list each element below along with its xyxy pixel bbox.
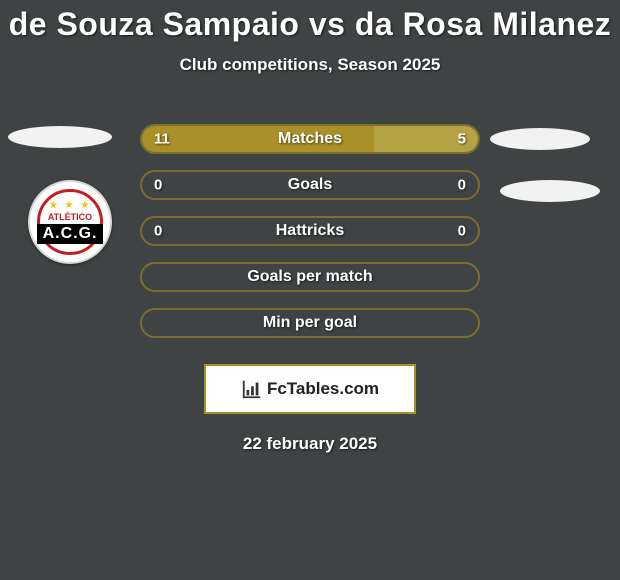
crest-stars: ★ ★ ★	[49, 200, 91, 211]
stats-table: Matches115Goals00Hattricks00Goals per ma…	[140, 124, 480, 354]
stat-value-left: 0	[154, 223, 162, 240]
stat-label: Matches	[142, 130, 478, 148]
logo-text: FcTables.com	[267, 379, 379, 399]
stat-value-left: 11	[154, 131, 170, 148]
stat-label: Goals	[142, 176, 478, 194]
chart-icon	[241, 378, 263, 400]
crest-band-text: A.C.G.	[37, 224, 104, 244]
club-crest: ★ ★ ★ATLÉTICO A.C.G.	[28, 180, 112, 264]
stat-label: Goals per match	[142, 268, 478, 286]
player-blob	[8, 126, 112, 148]
stat-label: Min per goal	[142, 314, 478, 332]
player-blob	[490, 128, 590, 150]
page-subtitle: Club competitions, Season 2025	[0, 55, 620, 75]
player-blob	[500, 180, 600, 202]
page-title: de Souza Sampaio vs da Rosa Milanez	[0, 0, 620, 43]
stat-row: Min per goal	[140, 308, 480, 338]
stat-row: Hattricks0 0	[140, 216, 480, 246]
logo-box: FcTables.com	[204, 364, 416, 414]
stat-value-right: 0	[458, 177, 466, 194]
stat-row: Goals0 0	[140, 170, 480, 200]
date-text: 22 february 2025	[0, 434, 620, 454]
stat-value-right: 5	[458, 131, 466, 148]
stat-value-left: 0	[154, 177, 162, 194]
stat-row: Matches11 5	[140, 124, 480, 154]
stat-value-right: 0	[458, 223, 466, 240]
stat-label: Hattricks	[142, 222, 478, 240]
crest-top-text: ATLÉTICO	[48, 212, 92, 222]
stat-row: Goals per match	[140, 262, 480, 292]
